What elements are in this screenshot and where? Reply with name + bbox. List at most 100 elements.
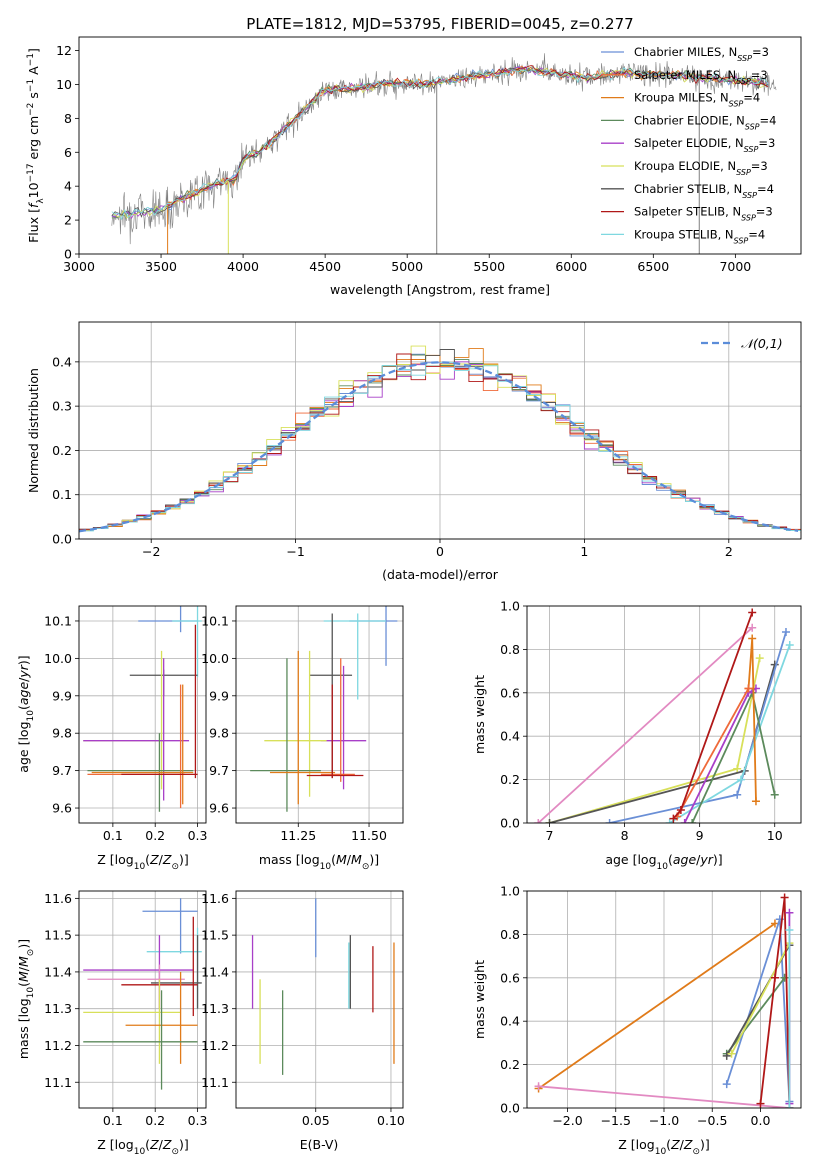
legend-label: Salpeter STELIB, NSSP=3	[634, 205, 773, 223]
legend-label: 𝒩(0,1)	[741, 336, 783, 351]
weight-marker	[680, 819, 689, 823]
weight-marker	[534, 819, 543, 823]
legend-label: Kroupa MILES, NSSP=4	[634, 91, 760, 109]
weight-marker	[733, 764, 742, 773]
weight-series	[722, 915, 794, 1106]
x-tick-label: −2	[142, 544, 160, 559]
y-tick-label: 0.6	[500, 685, 520, 700]
x-axis-label: E(B-V)	[300, 1137, 339, 1152]
y-tick-label: 0	[64, 247, 72, 262]
axes-frame	[526, 605, 802, 824]
x-tick-label: 7	[546, 828, 554, 843]
y-axis-label: Normed distribution	[26, 368, 41, 493]
x-tick-label: 11.50	[351, 828, 387, 843]
errorbar-point	[306, 684, 364, 779]
normal-reference-curve	[78, 361, 799, 533]
weight-line	[538, 1085, 790, 1108]
weight-line	[725, 977, 786, 1055]
y-tick-label: 10.1	[44, 613, 72, 628]
x-tick-label: 8	[621, 828, 629, 843]
errorbar-point	[320, 665, 367, 790]
y-tick-label: 10.1	[201, 613, 229, 628]
weight-marker	[748, 623, 757, 632]
weight-marker	[545, 819, 554, 823]
errorbar-point	[323, 613, 387, 700]
y-tick-label: 9.7	[52, 763, 72, 778]
y-tick-label: 9.8	[209, 726, 229, 741]
y-tick-label: 10.0	[44, 651, 72, 666]
x-tick-label: 4000	[227, 259, 259, 274]
x-tick-label: 5000	[391, 259, 423, 274]
x-tick-label: 0.1	[103, 1113, 123, 1128]
weight-marker	[748, 634, 757, 643]
y-tick-label: 0.0	[52, 532, 72, 547]
weight-marker	[785, 1104, 794, 1108]
axis-label: age [log10(age/yr)]	[16, 655, 36, 772]
weight-marker	[785, 641, 794, 650]
weight-marker	[755, 654, 764, 663]
x-tick-label: −2.0	[552, 1113, 582, 1128]
mass-vs-Z-axes: 0.1 0.2 0.3 11.1 11.2 11.3 11.4 11.5 11.6	[44, 891, 207, 1128]
axis-label: mass [log10(M/M⊙)]	[16, 939, 36, 1059]
errorbar-point	[91, 684, 194, 805]
x-tick-label: 0.3	[188, 1113, 208, 1128]
x-tick-label: 0.3	[188, 828, 208, 843]
y-tick-label: 11.5	[44, 928, 72, 943]
x-tick-label: −1.0	[649, 1113, 679, 1128]
y-tick-label: 11.2	[44, 1038, 72, 1053]
model-spectrum	[167, 64, 769, 206]
x-tick-label: 3500	[145, 259, 177, 274]
errorbar-point	[83, 979, 181, 1064]
y-axis-label: mass weight	[472, 675, 487, 754]
y-tick-label: 11.2	[201, 1038, 229, 1053]
spectrum-legend: Chabrier MILES, NSSP=3 Salpeter MILES, NS…	[601, 45, 776, 245]
errorbar-point	[349, 606, 398, 666]
y-tick-label: 9.7	[209, 763, 229, 778]
weight-series	[785, 926, 794, 1108]
weight-line	[730, 942, 791, 1055]
figure-title: PLATE=1812, MJD=53795, FIBERID=0045, z=0…	[246, 15, 633, 33]
weight-line	[747, 638, 757, 802]
weight-line	[538, 922, 776, 1090]
errorbar-point	[142, 898, 198, 954]
x-tick-label: 7000	[719, 259, 751, 274]
weight-line	[759, 897, 791, 1108]
axis-label: mass [log10(M/M⊙)]	[259, 852, 379, 872]
y-tick-label: 4	[64, 179, 72, 194]
weight-line	[676, 688, 750, 817]
x-tick-label: 6500	[637, 259, 669, 274]
weight-marker	[676, 805, 685, 814]
x-tick-label: 1	[580, 544, 588, 559]
weight-marker	[736, 775, 745, 784]
axes-frame	[78, 605, 207, 824]
legend-label: Salpeter MILES, NSSP=3	[634, 68, 768, 86]
x-tick-label: 0	[436, 544, 444, 559]
y-tick-label: 6	[64, 145, 72, 160]
weight-marker	[688, 819, 697, 823]
mass-vs-EBV-axes: 0.05 0.10 11.1 11.2 11.3 11.4 11.5 11.6	[201, 891, 405, 1128]
errorbar-point	[172, 606, 202, 678]
errorbar-point	[83, 658, 190, 801]
weight-line	[549, 657, 761, 823]
weight-series	[665, 641, 794, 823]
x-tick-label: 5500	[473, 259, 505, 274]
weight-marker	[785, 926, 794, 935]
model-spectrum	[111, 66, 769, 219]
weight-marker	[534, 1082, 543, 1091]
weight-marker	[780, 893, 789, 902]
y-tick-label: 10	[56, 77, 72, 92]
x-tick-label: 9	[696, 828, 704, 843]
y-tick-label: 0.2	[500, 1057, 520, 1072]
y-tick-label: 11.3	[44, 1001, 72, 1016]
axis-label: Z [log10(Z/Z⊙)]	[97, 852, 189, 872]
legend-label: Chabrier STELIB, NSSP=4	[634, 182, 774, 200]
y-tick-label: 11.1	[44, 1075, 72, 1090]
y-tick-label: 1.0	[500, 884, 520, 899]
axis-label: Z [log10(Z/Z⊙)]	[97, 1137, 189, 1157]
x-tick-label: 10	[767, 828, 783, 843]
y-tick-label: 0.6	[500, 970, 520, 985]
spectrum-axes: 3000 3500 4000 4500 5000 5500 6000 6500 7000 0 2 4 6…	[56, 43, 751, 274]
y-tick-label: 11.1	[201, 1075, 229, 1090]
model-spectrum	[111, 67, 769, 221]
weight-marker	[748, 608, 757, 617]
